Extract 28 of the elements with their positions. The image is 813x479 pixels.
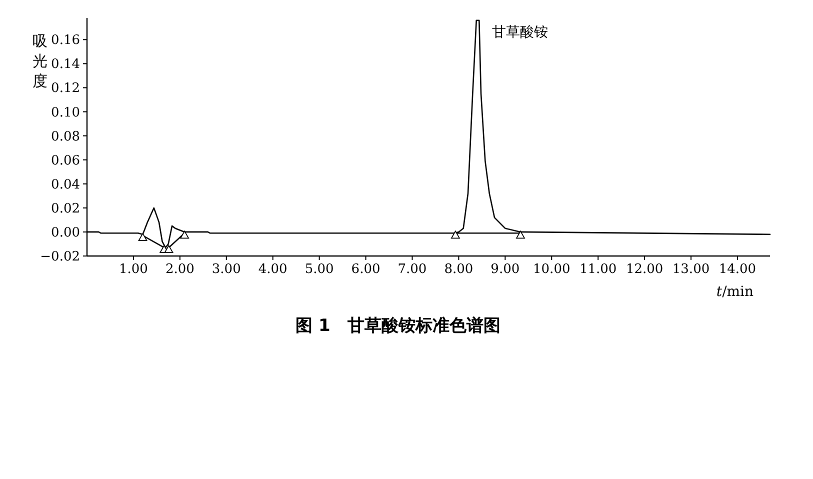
- x-tick-label: 6.00: [351, 262, 380, 277]
- x-tick-label: 12.00: [626, 262, 664, 277]
- y-axis-title: 吸光度: [32, 32, 48, 90]
- x-axis-title: t/min: [716, 284, 754, 300]
- x-tick-label: 2.00: [165, 262, 194, 277]
- x-tick-label: 1.00: [118, 262, 148, 277]
- y-tick-label: 0.00: [51, 225, 80, 240]
- x-tick-label: 3.00: [212, 262, 241, 277]
- x-tick-label: 8.00: [444, 262, 474, 277]
- y-tick-label: 0.16: [51, 33, 80, 48]
- x-tick-label: 4.00: [258, 262, 288, 277]
- y-tick-label: 0.10: [51, 105, 80, 120]
- annotation: 甘草酸铵: [492, 24, 548, 40]
- y-tick-label: 0.06: [51, 153, 80, 168]
- y-tick-label: 0.12: [51, 81, 80, 96]
- y-tick-label: −0.02: [40, 250, 80, 264]
- x-tick-label: 14.00: [718, 262, 756, 277]
- x-tick-label: 13.00: [672, 262, 710, 277]
- y-tick-label: 0.08: [51, 129, 80, 144]
- x-tick-label: 9.00: [490, 262, 520, 277]
- text: 图 1 甘草酸铵标准色谱图: [296, 316, 500, 336]
- x-tick-label: 7.00: [398, 262, 427, 277]
- x-tick-label: 11.00: [579, 262, 617, 277]
- y-tick-label: 0.02: [51, 201, 80, 216]
- x-tick-label: 5.00: [304, 262, 334, 277]
- x-tick-label: 10.00: [533, 262, 570, 277]
- y-tick-label: 0.14: [51, 57, 80, 72]
- y-tick-label: 0.04: [51, 177, 80, 192]
